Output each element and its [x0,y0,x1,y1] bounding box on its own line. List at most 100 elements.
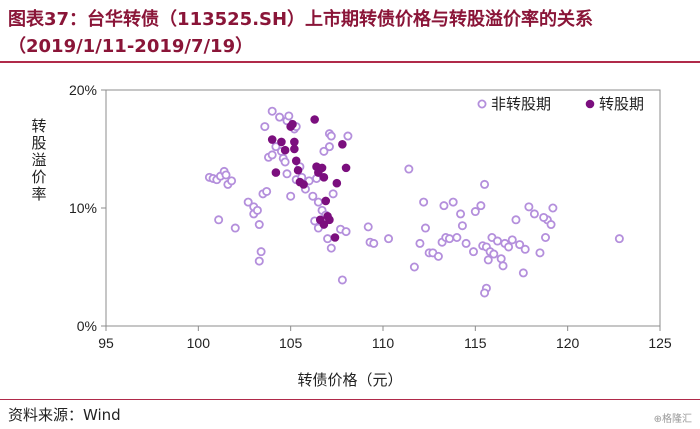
data-point [291,156,301,166]
data-point [504,242,514,252]
data-point [326,243,336,253]
data-point [271,142,281,152]
x-tick-label: 115 [464,335,487,351]
y-tick-label: 20% [69,82,97,98]
data-point [214,215,224,225]
data-point [511,215,521,225]
data-point [254,256,264,266]
title-divider [0,61,700,63]
data-point [284,111,294,121]
data-point [227,176,237,186]
data-point [325,215,334,225]
legend-marker [585,99,595,109]
data-point [448,197,458,207]
title-line-1: 图表37：台华转债（113525.SH）上市期转债价格与转股溢价率的关系 [8,9,594,30]
data-point [476,201,486,211]
data-point [328,189,338,199]
chart-title: 图表37：台华转债（113525.SH）上市期转债价格与转股溢价率的关系 （20… [8,6,692,60]
data-point [332,178,342,188]
data-point [317,163,327,173]
x-tick-label: 120 [556,335,580,351]
data-point [252,205,262,215]
data-point [439,201,449,211]
data-point [548,203,558,213]
x-axis-ticks: 95 100 105 110 115 120 125 [98,326,672,351]
data-point [286,191,296,201]
data-point [280,145,290,155]
data-point [535,248,545,258]
data-point [404,164,414,174]
watermark: ⊕格隆汇 [653,414,692,425]
y-tick-label: 0% [77,318,97,334]
data-point [520,244,530,254]
data-point [470,207,480,217]
data-point [323,234,333,244]
data-point [444,234,454,244]
data-point [288,119,297,129]
title-line-2: （2019/1/11-2019/7/19） [8,36,254,57]
data-point [221,170,231,180]
data-point [468,247,478,257]
plot-border [105,89,661,327]
data-point [480,288,490,298]
data-point [324,142,334,152]
data-point [267,150,277,160]
plot-frame [105,89,661,327]
data-point [262,186,272,196]
legend-marker [477,99,487,109]
series-non-conversion-period [204,106,624,298]
y-tick-label: 10% [69,200,97,216]
data-point [230,223,240,233]
data-point [496,254,506,264]
data-point [363,222,373,232]
data-point [415,238,425,248]
data-point [343,131,353,141]
data-point [290,137,299,147]
data-point [614,234,624,244]
data-point [275,112,285,122]
series-conversion-period [267,115,351,242]
data-point [290,144,299,154]
data-point [330,233,340,242]
data-point [409,262,419,272]
data-point [282,169,292,179]
y-axis-label-char: 转 [31,117,47,135]
data-point [267,106,277,116]
data-point [260,122,270,132]
legend-label: 转股期 [599,95,644,113]
data-point [433,251,443,261]
data-point [299,180,308,189]
data-point [452,232,462,242]
data-point [280,157,290,167]
data-point [267,135,277,144]
data-point [293,165,303,175]
data-point [254,220,264,230]
x-tick-label: 100 [187,335,211,351]
data-point [341,227,351,237]
data-point [529,209,539,219]
data-point [515,240,525,250]
data-point [507,235,517,245]
data-point [271,168,281,177]
data-point [419,197,429,207]
data-point [461,238,471,248]
data-point [341,163,351,173]
y-axis-label-char: 溢 [31,151,47,169]
data-point [498,261,508,271]
source-note: 资料来源：Wind [8,406,121,424]
data-point [492,236,502,246]
data-point [277,137,286,147]
data-point [313,197,323,207]
data-point [384,234,394,244]
legend-label: 非转股期 [491,95,551,113]
data-point [546,220,556,230]
data-point [483,255,493,265]
data-point [456,209,466,219]
data-point [243,197,253,207]
data-point [489,249,499,259]
data-point [518,268,528,278]
data-point [321,196,331,206]
data-point [369,238,379,248]
x-tick-label: 125 [648,335,672,351]
